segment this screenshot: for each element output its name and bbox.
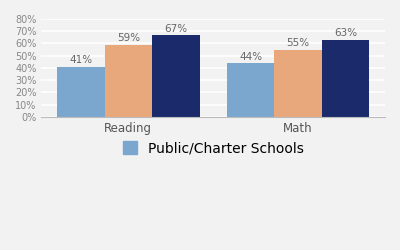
Text: 67%: 67%	[164, 24, 187, 34]
Text: 41%: 41%	[69, 55, 92, 65]
Text: 63%: 63%	[334, 28, 357, 38]
Bar	[104, 45, 152, 117]
Bar	[227, 63, 274, 117]
Text: 55%: 55%	[286, 38, 310, 48]
Text: 44%: 44%	[239, 52, 262, 62]
Bar	[322, 40, 369, 117]
Legend: Public/Charter Schools: Public/Charter Schools	[117, 136, 309, 161]
Bar	[57, 67, 104, 117]
Bar	[152, 35, 200, 117]
Text: 59%: 59%	[117, 33, 140, 43]
Bar	[274, 50, 322, 117]
